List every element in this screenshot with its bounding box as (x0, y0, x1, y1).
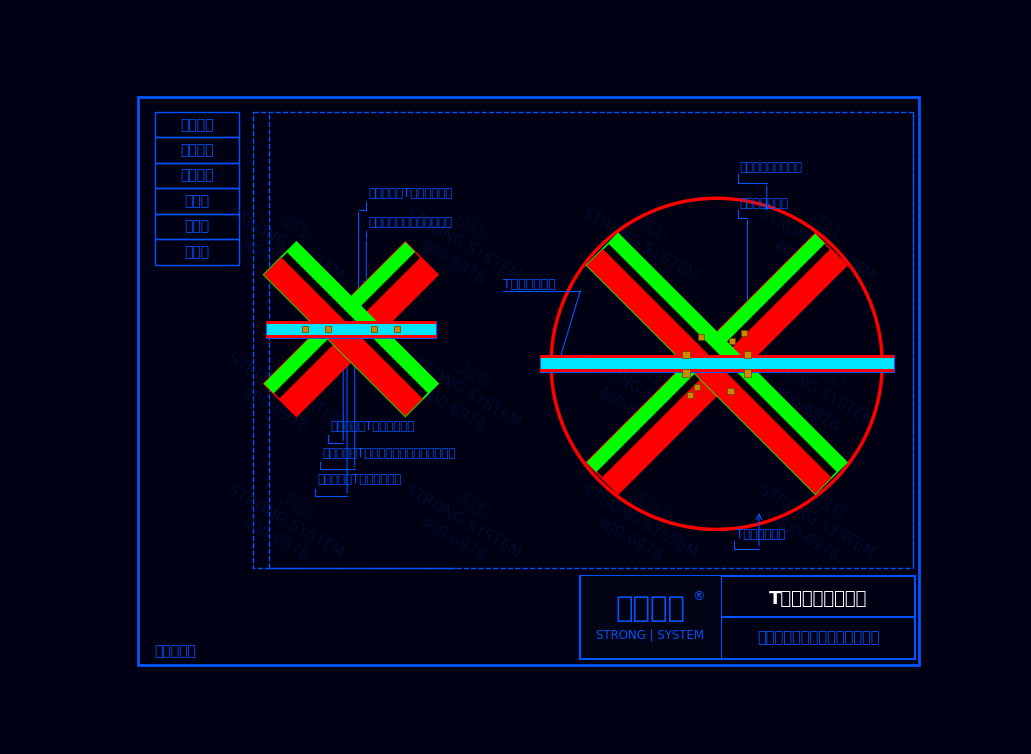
Text: 西创系统
STRONG SYSTEM
400-6978: 西创系统 STRONG SYSTEM 400-6978 (569, 464, 710, 579)
Polygon shape (698, 334, 704, 340)
Text: T型精制钢转接中心: T型精制钢转接中心 (769, 590, 867, 608)
Polygon shape (539, 355, 894, 358)
Text: 西创系统：T型精制钢立柱、横梁转接中心: 西创系统：T型精制钢立柱、横梁转接中心 (323, 447, 456, 460)
Text: T型精制钢立柱: T型精制钢立柱 (736, 528, 786, 541)
Polygon shape (266, 320, 436, 323)
Polygon shape (264, 242, 438, 416)
Text: 西创系统
STRONG SYSTEM
400-6978: 西创系统 STRONG SYSTEM 400-6978 (214, 187, 357, 302)
Polygon shape (681, 369, 690, 377)
Text: 西创系统
STRONG SYSTEM
400-6978: 西创系统 STRONG SYSTEM 400-6978 (392, 333, 533, 448)
Polygon shape (264, 242, 438, 416)
Polygon shape (740, 330, 746, 336)
Text: 大跨度: 大跨度 (185, 194, 209, 208)
Polygon shape (287, 242, 438, 394)
Text: 立柱、横梁转接中心: 立柱、横梁转接中心 (740, 161, 803, 173)
Polygon shape (743, 351, 752, 358)
Polygon shape (729, 338, 735, 344)
Polygon shape (694, 384, 700, 390)
Text: 沉头公母销钉组: 沉头公母销钉组 (740, 197, 789, 210)
Polygon shape (264, 242, 415, 394)
Text: 西创系统
STRONG SYSTEM
400-6978: 西创系统 STRONG SYSTEM 400-6978 (214, 333, 357, 448)
Polygon shape (608, 234, 846, 472)
Text: 西创系统
STRONG SYSTEM
400-6978: 西创系统 STRONG SYSTEM 400-6978 (392, 187, 533, 302)
Text: 环保节能: 环保节能 (180, 143, 213, 157)
Polygon shape (743, 369, 752, 377)
Text: 西创系统
STRONG SYSTEM
400-6978: 西创系统 STRONG SYSTEM 400-6978 (745, 333, 888, 448)
Text: 西创系统
STRONG SYSTEM
400-6978: 西创系统 STRONG SYSTEM 400-6978 (569, 187, 710, 302)
Text: 西创系统：T型精制钢横梁: 西创系统：T型精制钢横梁 (330, 420, 414, 433)
Text: 安全防火: 安全防火 (180, 118, 213, 132)
Text: 西创系统
STRONG SYSTEM
400-6978: 西创系统 STRONG SYSTEM 400-6978 (214, 464, 357, 579)
Polygon shape (394, 326, 400, 333)
Text: 西创系统
STRONG SYSTEM
400-6978: 西创系统 STRONG SYSTEM 400-6978 (745, 187, 888, 302)
Text: 西创系统
STRONG SYSTEM
400-6978: 西创系统 STRONG SYSTEM 400-6978 (392, 464, 533, 579)
Polygon shape (587, 249, 832, 494)
Text: 专利产品！: 专利产品！ (155, 644, 197, 658)
Polygon shape (539, 369, 894, 372)
Text: 超级防腐: 超级防腐 (180, 169, 213, 182)
Text: 西创系统
STRONG SYSTEM
400-6978: 西创系统 STRONG SYSTEM 400-6978 (745, 464, 888, 579)
Polygon shape (264, 257, 423, 416)
Polygon shape (279, 257, 438, 416)
Text: 西创金属科技（江苏）有限公司: 西创金属科技（江苏）有限公司 (757, 630, 879, 645)
Text: 西创系统: 西创系统 (616, 595, 686, 623)
Polygon shape (266, 335, 436, 338)
Text: 西创系统：T型精制钢立柱: 西创系统：T型精制钢立柱 (317, 474, 401, 486)
Polygon shape (687, 391, 693, 397)
Text: 大通透: 大通透 (185, 219, 209, 234)
Polygon shape (266, 320, 436, 338)
Polygon shape (681, 351, 690, 358)
Polygon shape (325, 326, 331, 333)
Polygon shape (587, 234, 846, 494)
Text: 更纤细: 更纤细 (185, 245, 209, 259)
Text: ®: ® (692, 590, 704, 603)
Polygon shape (581, 576, 721, 658)
Polygon shape (371, 326, 377, 333)
Text: 西创系统
STRONG SYSTEM
400-6978: 西创系统 STRONG SYSTEM 400-6978 (569, 333, 710, 448)
Polygon shape (587, 234, 846, 494)
Polygon shape (539, 355, 894, 372)
Text: T型精制钢横梁: T型精制钢横梁 (503, 277, 556, 291)
Polygon shape (302, 326, 308, 333)
Text: 西创系统：沉头公母销钉组: 西创系统：沉头公母销钉组 (369, 216, 453, 229)
Polygon shape (728, 388, 734, 394)
Polygon shape (602, 249, 846, 494)
Polygon shape (587, 234, 825, 472)
Text: 西创系统：T型精制钢横梁: 西创系统：T型精制钢横梁 (369, 187, 453, 200)
Text: STRONG | SYSTEM: STRONG | SYSTEM (596, 628, 704, 642)
